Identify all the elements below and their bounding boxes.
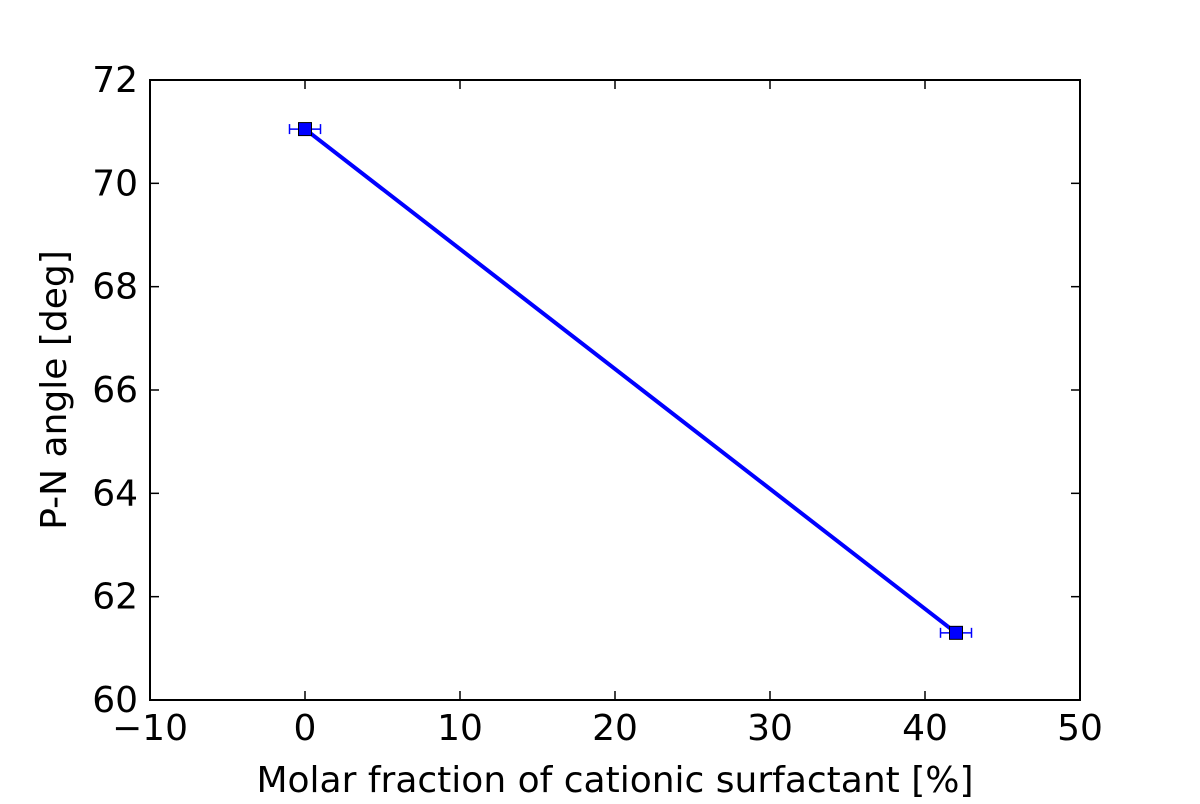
y-tick-label: 66 (92, 370, 138, 411)
series-line (303, 127, 958, 635)
y-tick-label: 60 (92, 680, 138, 721)
axes: −10 0 10 20 30 40 50 60 62 64 66 68 70 72 (92, 60, 1103, 749)
x-tick-label: −10 (112, 708, 188, 749)
data-point-marker (949, 625, 963, 640)
x-tick-label: 30 (747, 708, 793, 749)
axes-frame (149, 79, 1081, 701)
y-tick-label: 70 (92, 163, 138, 204)
x-tick-label: 40 (902, 708, 948, 749)
x-axis-label: Molar fraction of cationic surfactant [%… (256, 760, 973, 800)
y-axis-label: P-N angle [deg] (34, 250, 75, 530)
x-tick-label: 0 (294, 708, 317, 749)
plot-area (288, 122, 973, 640)
x-tick-label: 20 (592, 708, 638, 749)
x-tick-label: 10 (437, 708, 483, 749)
y-tick-label: 72 (92, 60, 138, 101)
y-tick-label: 62 (92, 577, 138, 618)
data-point-marker (298, 122, 312, 137)
x-tick-label: 50 (1057, 708, 1103, 749)
y-tick-label: 68 (92, 267, 138, 308)
y-tick-label: 64 (92, 473, 138, 514)
